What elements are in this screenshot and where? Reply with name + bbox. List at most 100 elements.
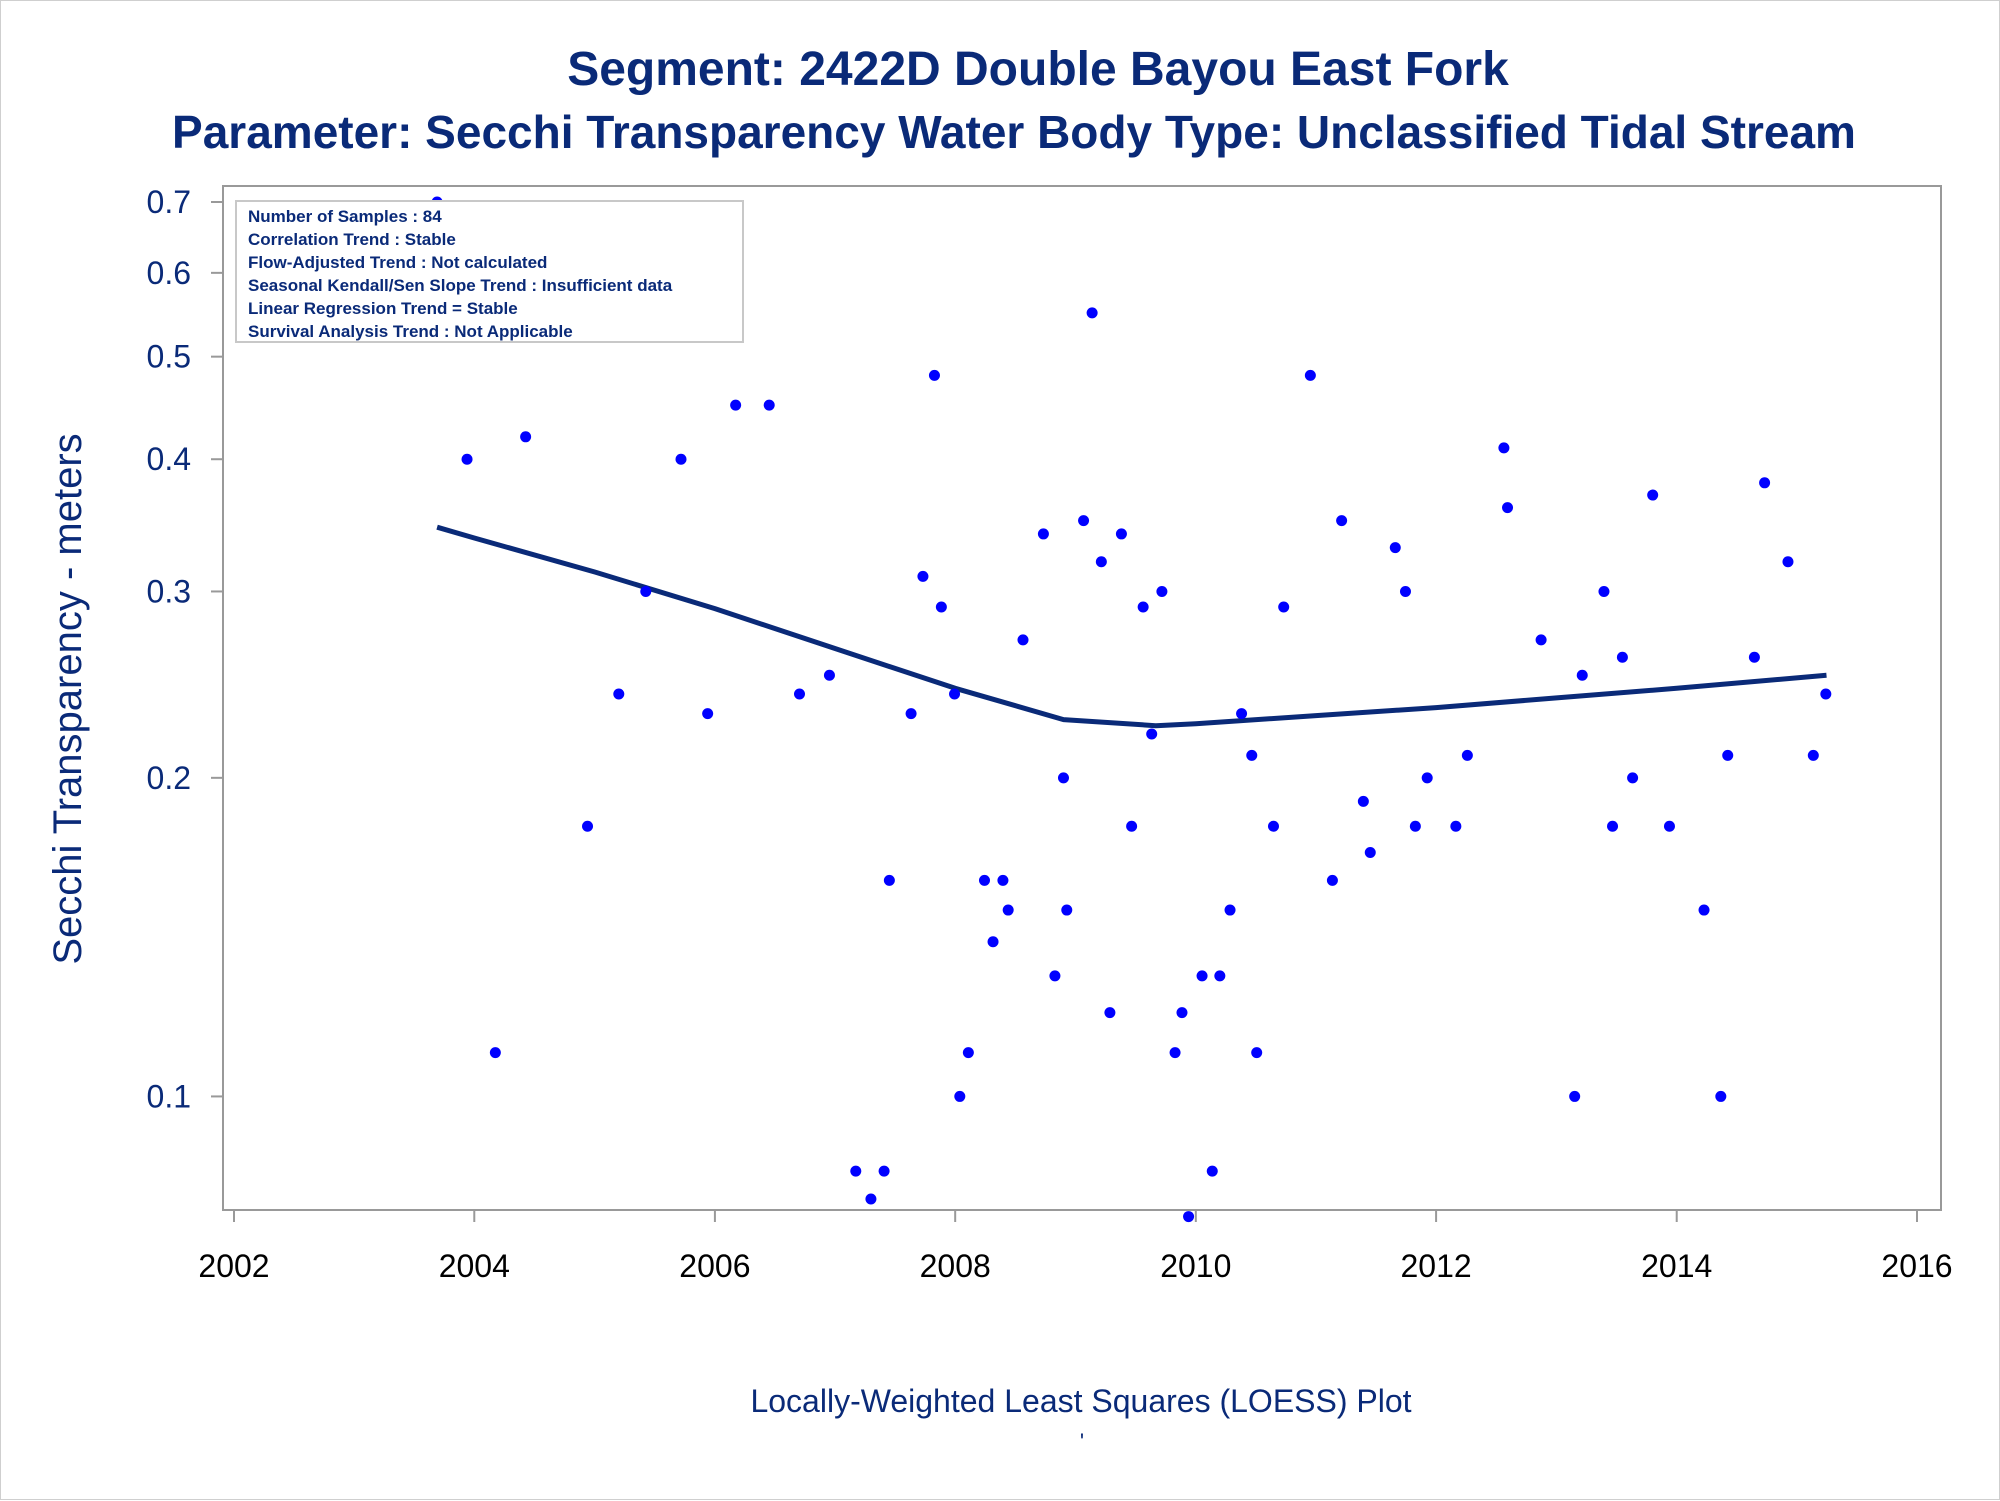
data-point <box>987 936 999 948</box>
loess-trend-line <box>436 524 1827 729</box>
data-point <box>1820 688 1832 700</box>
x-tick-label: 2004 <box>439 1248 510 1284</box>
y-tick-label: 0.3 <box>147 573 191 609</box>
x-axis: 2002 2004 2006 2008 2010 2012 2014 2016 <box>198 1210 1953 1284</box>
x-tick-label: 2010 <box>1160 1248 1231 1284</box>
data-point <box>1236 708 1248 720</box>
data-point <box>1399 585 1411 597</box>
y-tick-label: 0.5 <box>147 339 191 375</box>
data-point <box>1246 749 1258 761</box>
data-point <box>1421 772 1433 784</box>
data-point <box>1535 634 1547 646</box>
data-point <box>1364 847 1376 859</box>
data-point <box>613 688 625 700</box>
data-point <box>962 1047 974 1059</box>
data-point <box>1126 820 1138 832</box>
info-correlation-trend: Correlation Trend : Stable <box>248 230 456 249</box>
data-point <box>1078 515 1090 527</box>
data-point <box>1115 528 1127 540</box>
data-point <box>1569 1090 1581 1102</box>
y-tick-label: 0.1 <box>147 1078 191 1114</box>
data-point <box>1183 1211 1195 1223</box>
data-point <box>1176 1007 1188 1019</box>
x-axis-label: Locally-Weighted Least Squares (LOESS) P… <box>750 1383 1411 1419</box>
data-point <box>1450 820 1462 832</box>
data-point <box>865 1193 877 1205</box>
data-point <box>1095 556 1107 568</box>
data-point <box>1169 1047 1181 1059</box>
data-point <box>1037 528 1049 540</box>
info-survival-analysis-trend: Survival Analysis Trend : Not Applicable <box>248 322 573 341</box>
x-tick-label: 2008 <box>920 1248 991 1284</box>
data-point <box>1146 728 1158 740</box>
data-point <box>582 820 594 832</box>
data-point <box>1104 1007 1116 1019</box>
data-point <box>917 570 929 582</box>
data-point <box>1357 795 1369 807</box>
data-point <box>1251 1047 1263 1059</box>
chart-subtitle: Parameter: Secchi Transparency Water Bod… <box>172 106 1856 158</box>
data-point <box>1698 904 1710 916</box>
info-box: Number of Samples : 84 Correlation Trend… <box>235 200 744 343</box>
data-point <box>730 399 742 411</box>
data-point <box>1304 369 1316 381</box>
chart-title: Segment: 2422D Double Bayou East Fork <box>567 43 1509 96</box>
data-point <box>1759 477 1771 489</box>
data-point <box>461 453 473 465</box>
data-point <box>1576 669 1588 681</box>
data-point <box>1461 749 1473 761</box>
data-point <box>1196 970 1208 982</box>
data-point <box>1389 542 1401 554</box>
data-point <box>935 601 947 613</box>
data-point <box>978 874 990 886</box>
data-points <box>431 196 1832 1223</box>
x-tick-label: 2002 <box>198 1248 269 1284</box>
data-point <box>1002 904 1014 916</box>
data-point <box>1057 772 1069 784</box>
data-point <box>1607 820 1619 832</box>
data-point <box>793 688 805 700</box>
x-tick-label: 2016 <box>1881 1248 1952 1284</box>
data-point <box>675 453 687 465</box>
data-point <box>1086 307 1098 319</box>
plot-area-frame <box>222 185 1942 1211</box>
data-point <box>997 874 1009 886</box>
y-tick-label: 0.6 <box>147 255 191 291</box>
data-point <box>1807 749 1819 761</box>
data-point <box>520 431 532 443</box>
data-point <box>763 399 775 411</box>
info-samples: Number of Samples : 84 <box>248 207 442 226</box>
data-point <box>1627 772 1639 784</box>
footnote-mark: ' <box>1080 1429 1084 1454</box>
info-linear-regression-trend: Linear Regression Trend = Stable <box>248 299 518 318</box>
data-point <box>878 1165 890 1177</box>
info-flow-adjusted-trend: Flow-Adjusted Trend : Not calculated <box>248 253 547 272</box>
data-point <box>1722 749 1734 761</box>
y-tick-label: 0.7 <box>147 184 191 220</box>
x-tick-label: 2014 <box>1641 1248 1712 1284</box>
data-point <box>1715 1090 1727 1102</box>
data-point <box>1616 651 1628 663</box>
data-point <box>1224 904 1236 916</box>
data-point <box>823 669 835 681</box>
data-point <box>1502 502 1514 514</box>
data-point <box>1498 442 1510 454</box>
data-point <box>1647 489 1659 501</box>
data-point <box>640 585 652 597</box>
data-point <box>928 369 940 381</box>
data-point <box>1336 515 1348 527</box>
info-box-frame <box>235 200 744 343</box>
data-point <box>1782 556 1794 568</box>
data-point <box>1049 970 1061 982</box>
data-point <box>1017 634 1029 646</box>
x-tick-label: 2012 <box>1401 1248 1472 1284</box>
data-point <box>954 1090 966 1102</box>
data-point <box>1326 874 1338 886</box>
data-point <box>1409 820 1421 832</box>
data-point <box>1214 970 1226 982</box>
data-point <box>1156 585 1168 597</box>
data-point <box>1278 601 1290 613</box>
data-point <box>489 1047 501 1059</box>
